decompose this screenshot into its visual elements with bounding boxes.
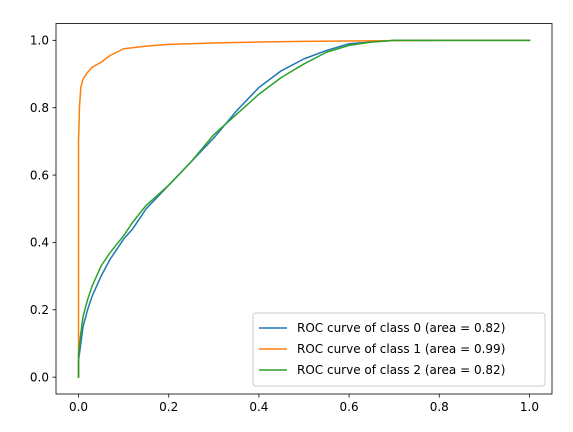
x-tick-label: 0.6 <box>340 400 359 414</box>
y-tick-label: 0.2 <box>30 303 49 317</box>
series-line-class-2 <box>77 39 531 378</box>
y-tick-label: 0.4 <box>30 236 49 250</box>
series-line-class-1 <box>77 39 531 378</box>
y-tick-label: 0.0 <box>30 370 49 384</box>
x-tick-label: 0.2 <box>159 400 178 414</box>
axes-frame <box>55 23 553 395</box>
axes-layer: 0.0 0.2 0.4 0.6 0.8 1.0 0.0 0.2 0.4 0.6 0.8 1.0 <box>30 23 553 414</box>
legend-label-class-1: ROC curve of class 1 (area = 0.99) <box>297 342 505 356</box>
legend-label-class-0: ROC curve of class 0 (area = 0.82) <box>297 321 505 335</box>
y-tick-label: 0.8 <box>30 101 49 115</box>
legend: ROC curve of class 0 (area = 0.82) ROC cu… <box>252 312 546 387</box>
x-tick-label: 0.0 <box>69 400 88 414</box>
series-layer <box>77 39 531 378</box>
x-tick-label: 1.0 <box>520 400 539 414</box>
x-tick-label: 0.4 <box>249 400 268 414</box>
legend-label-class-2: ROC curve of class 2 (area = 0.82) <box>297 363 505 377</box>
x-tick-label: 0.8 <box>430 400 449 414</box>
y-tick-label: 0.6 <box>30 168 49 182</box>
legend-box <box>252 312 546 387</box>
y-tick-label: 1.0 <box>30 34 49 48</box>
